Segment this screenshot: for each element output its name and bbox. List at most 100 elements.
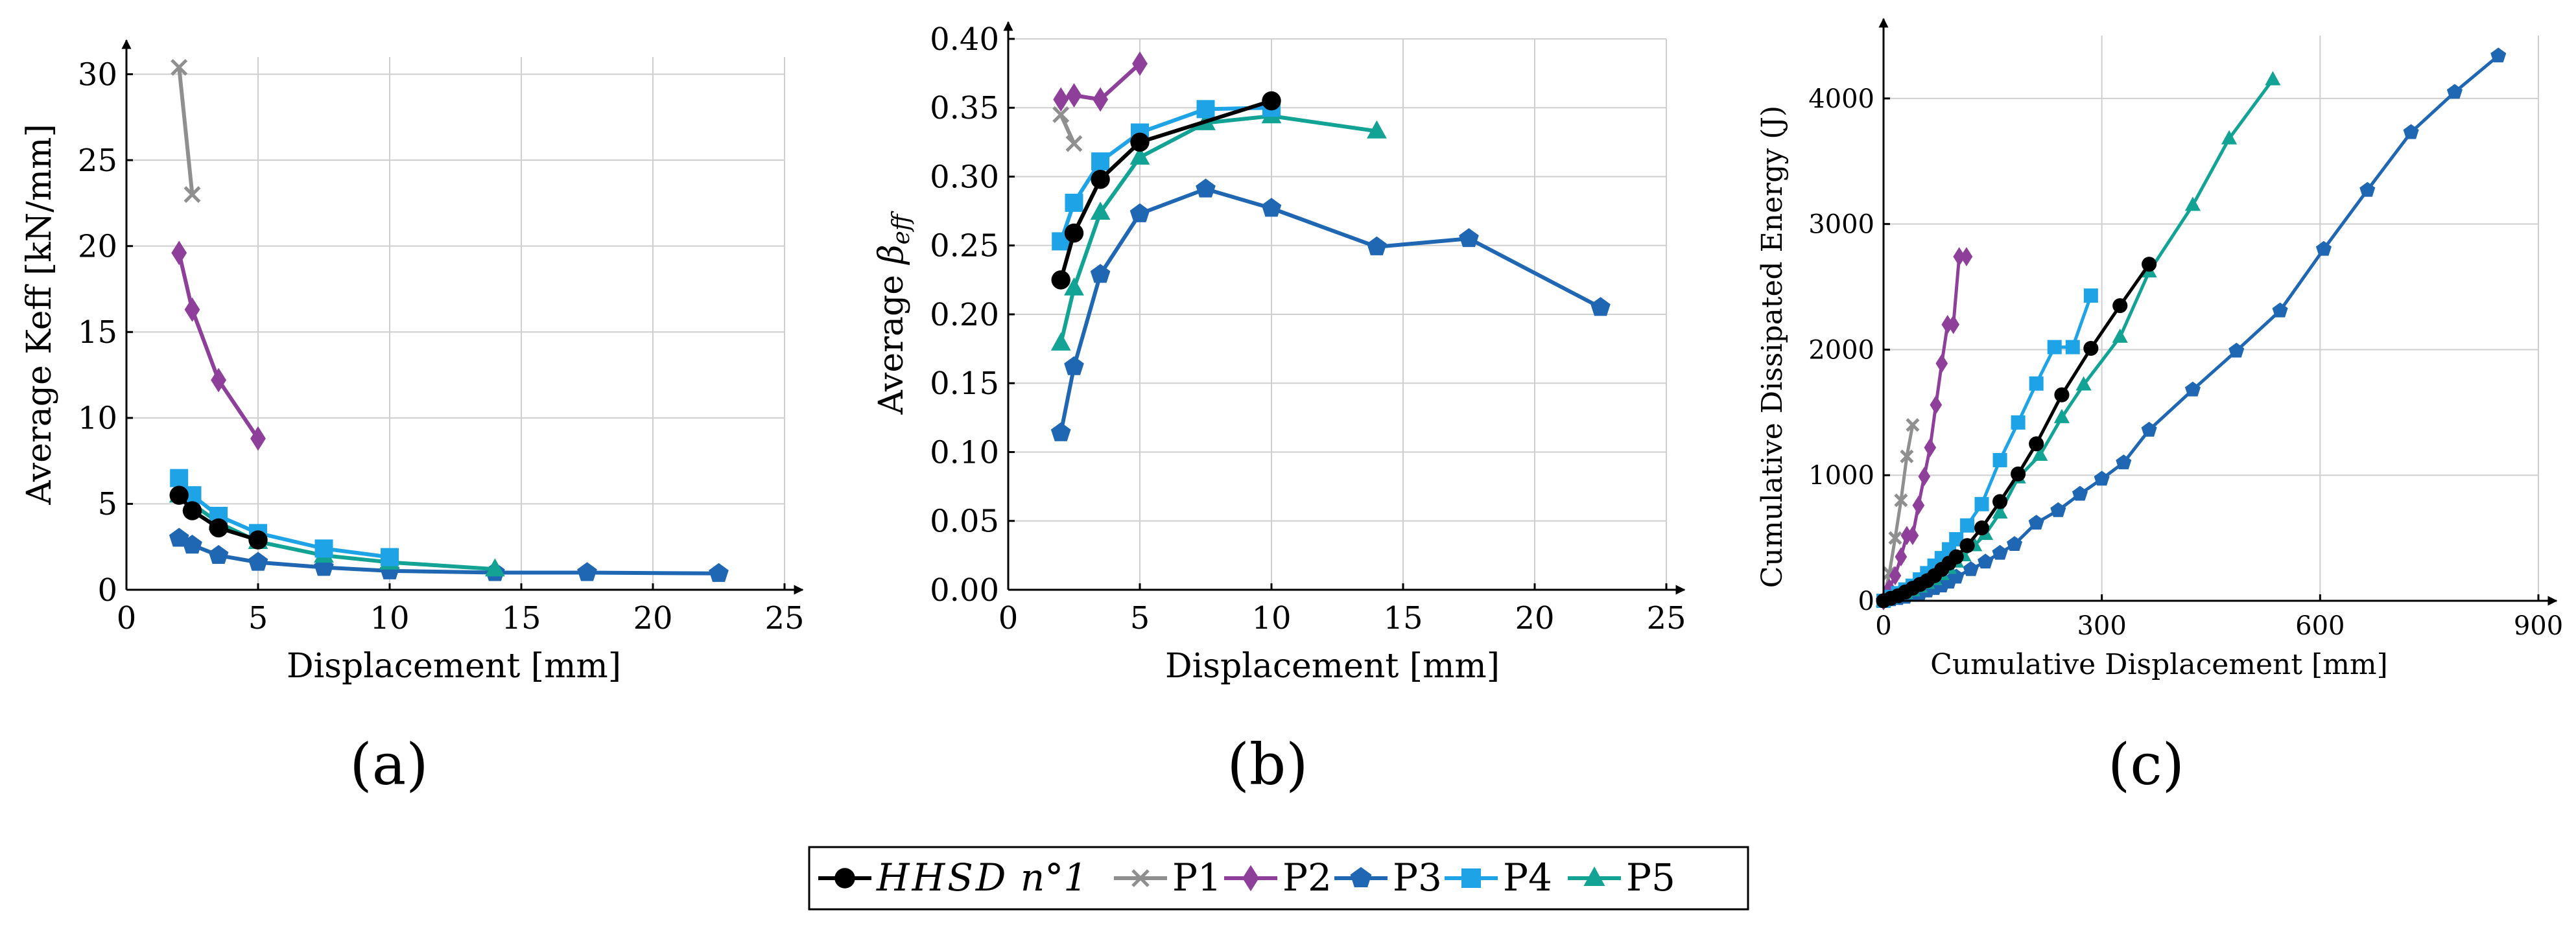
data-point-p2 — [1947, 314, 1960, 334]
legend-marker — [1583, 867, 1605, 886]
legend-marker — [834, 868, 855, 889]
data-point-p4 — [2047, 340, 2062, 355]
data-point-hhsd — [182, 501, 202, 520]
data-point-p3 — [1050, 422, 1071, 441]
data-point-hhsd — [2054, 387, 2070, 402]
series-line-hhsd — [1059, 99, 1272, 281]
chart-panel-a: 0 5 10 15 20 25 0 5 10 15 20 25 30 Displacement [mm]… — [20, 39, 805, 798]
data-point-p3 — [2141, 421, 2157, 437]
data-point-p2 — [1930, 395, 1943, 415]
series-p1 — [171, 58, 201, 204]
data-point-p4 — [1974, 496, 1989, 511]
panel-label-b: (b) — [1227, 731, 1308, 798]
data-point-hhsd — [2083, 340, 2099, 356]
data-point-p3 — [2028, 515, 2044, 530]
x-tick-label: 0 — [1875, 611, 1891, 641]
data-point-hhsd — [1974, 520, 1990, 536]
x-tick-label: 900 — [2514, 611, 2563, 641]
axes-c — [1878, 17, 2558, 606]
y-tick-label: 5 — [97, 486, 117, 522]
series-p3 — [1050, 178, 1611, 441]
series-p2 — [171, 240, 266, 451]
series-line-p1 — [177, 67, 195, 195]
data-point-p2 — [171, 240, 187, 266]
x-axis-label-b: Displacement [mm] — [1165, 647, 1500, 686]
data-point-p4 — [1196, 100, 1215, 119]
data-point-hhsd — [1064, 223, 1084, 243]
panel-label-c: (c) — [2108, 731, 2184, 798]
y-axis-label-b-main: Average — [872, 264, 911, 415]
x-tick-label: 20 — [633, 600, 672, 636]
data-point-p5 — [2265, 71, 2281, 86]
legend-label-p3: P3 — [1393, 856, 1442, 900]
x-tick-label: 5 — [248, 600, 268, 636]
y-tick-label: 1000 — [1808, 461, 1874, 491]
grid-b — [1008, 38, 1667, 590]
x-tick-label: 20 — [1515, 600, 1554, 636]
legend-entry-p4: P4 — [1445, 856, 1552, 900]
y-tick-label: 25 — [78, 143, 117, 179]
series-hhsd — [169, 485, 268, 550]
data-point-p1 — [1065, 135, 1083, 152]
data-point-p1 — [1052, 106, 1070, 123]
data-point-p2 — [1953, 247, 1966, 266]
data-point-hhsd — [209, 518, 228, 538]
x-tick-label: 15 — [501, 600, 541, 636]
legend-label-p2: P2 — [1282, 856, 1332, 900]
series-layer-c — [1875, 47, 2507, 611]
y-axis-label-a: Average Keff [kN/mm] — [20, 124, 59, 505]
data-point-p3 — [2403, 124, 2419, 139]
x-tick-label: 300 — [2077, 611, 2126, 641]
data-point-p5 — [1129, 146, 1150, 165]
chart-panel-c: 0 300 600 900 0 1000 2000 3000 4000 Cumulative D… — [1756, 17, 2563, 798]
data-point-p2 — [1935, 353, 1948, 373]
data-point-p2 — [250, 426, 266, 451]
data-point-hhsd — [1262, 91, 1281, 111]
ticks-a: 0 5 10 15 20 25 0 5 10 15 20 25 30 — [78, 56, 805, 636]
data-point-p5 — [2184, 196, 2201, 211]
legend-label-p5: P5 — [1626, 856, 1675, 900]
data-point-p4 — [2083, 288, 2098, 303]
y-tick-label: 0.20 — [930, 297, 999, 333]
axes-a — [121, 39, 804, 595]
data-point-hhsd — [1992, 494, 2008, 509]
data-point-hhsd — [169, 485, 189, 505]
legend-entry-p3: P3 — [1334, 856, 1442, 900]
legend-sample-p1 — [1114, 869, 1167, 887]
y-tick-label: 30 — [78, 56, 117, 93]
x-tick-label: 25 — [1646, 600, 1686, 636]
data-point-hhsd — [2029, 436, 2044, 452]
grid-c — [1884, 36, 2539, 601]
legend-entry-p2: P2 — [1224, 856, 1332, 900]
data-point-p2 — [1093, 87, 1108, 112]
data-point-p3 — [182, 534, 202, 554]
series-line-p2 — [177, 252, 260, 440]
x-tick-label: 5 — [1130, 600, 1150, 636]
legend-sample-p5 — [1568, 867, 1621, 886]
data-point-p3 — [1459, 228, 1479, 248]
data-point-p4 — [2065, 340, 2080, 355]
series-hhsd — [1051, 91, 1281, 290]
data-point-p3 — [1963, 561, 1979, 576]
series-p2 — [1877, 247, 1973, 611]
grid-a — [126, 57, 785, 590]
y-tick-label: 3000 — [1808, 210, 1874, 240]
chart-panel-b: 0 5 10 15 20 25 0.00 0.05 0.10 0.15 0.20 0.25 0.30 0.… — [872, 21, 1686, 798]
data-point-p3 — [1978, 553, 1994, 569]
x-tick-label: 15 — [1383, 600, 1423, 636]
data-point-p5 — [1992, 504, 2008, 519]
data-point-hhsd — [2112, 298, 2128, 314]
y-tick-label: 0.15 — [930, 366, 999, 402]
data-point-p2 — [1918, 467, 1931, 487]
legend-sample-p2 — [1224, 865, 1277, 892]
data-point-p4 — [170, 469, 189, 487]
series-layer-b — [1050, 51, 1611, 441]
data-point-p3 — [2446, 84, 2463, 99]
x-tick-label: 600 — [2295, 611, 2345, 641]
y-tick-label: 15 — [78, 314, 117, 351]
legend-marker — [1242, 865, 1259, 892]
data-point-p5 — [1050, 332, 1071, 351]
y-tick-label: 0.40 — [930, 21, 999, 58]
y-tick-label: 0.30 — [930, 159, 999, 195]
